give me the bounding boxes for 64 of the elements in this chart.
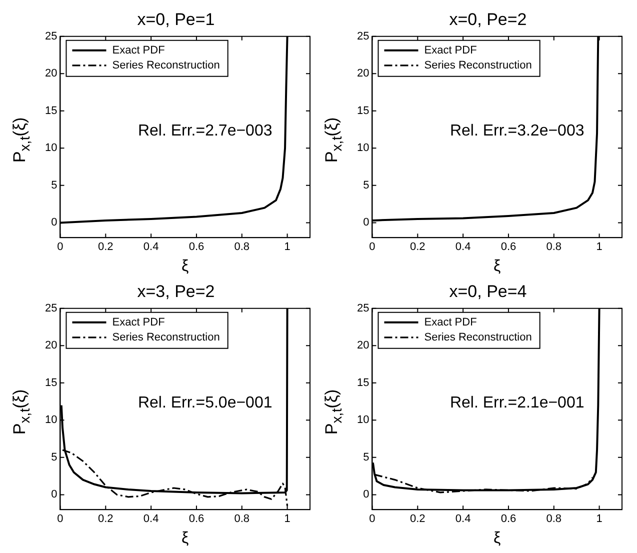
- y-tick-label: 5: [363, 451, 370, 464]
- y-tick-label: 10: [44, 142, 58, 154]
- y-tick-label: 0: [51, 216, 58, 229]
- x-tick-label: 1: [284, 513, 290, 526]
- y-tick-label: 25: [44, 302, 58, 314]
- y-tick-label: 25: [356, 302, 370, 314]
- y-tick-label: 15: [356, 104, 370, 117]
- x-tick-label: 0.4: [455, 513, 471, 526]
- x-tick-label: 0.6: [188, 513, 204, 526]
- y-tick-label: 20: [356, 68, 370, 80]
- y-tick-label: 0: [363, 488, 370, 501]
- x-tick-label: 0.8: [234, 513, 250, 526]
- x-tick-label: 0.6: [500, 241, 516, 254]
- x-tick-label: 0.2: [98, 513, 114, 526]
- y-tick-label: 10: [356, 142, 370, 154]
- legend-label: Series Reconstruction: [112, 331, 220, 344]
- annotation: Rel. Err.=2.7e−003: [138, 122, 272, 140]
- legend-label: Series Reconstruction: [424, 59, 532, 72]
- x-tick-label: 1: [596, 241, 602, 254]
- x-axis-title: ξ: [494, 530, 501, 547]
- x-tick-label: 0.2: [98, 241, 114, 254]
- y-tick-label: 25: [44, 30, 58, 42]
- y-tick-label: 5: [51, 179, 58, 192]
- chart-title: x=3, Pe=2: [137, 282, 215, 301]
- annotation: Rel. Err.=5.0e−001: [138, 394, 272, 412]
- x-tick-label: 1: [284, 241, 290, 254]
- y-tick-label: 10: [44, 414, 58, 426]
- x-tick-label: 0.2: [410, 241, 426, 254]
- y-tick-label: 20: [356, 340, 370, 352]
- chart-title: x=0, Pe=1: [137, 10, 215, 29]
- y-tick-label: 15: [44, 104, 58, 117]
- y-tick-label: 15: [44, 376, 58, 389]
- legend-label: Series Reconstruction: [424, 331, 532, 344]
- legend-label: Series Reconstruction: [112, 59, 220, 72]
- x-axis-title: ξ: [494, 258, 501, 275]
- legend-label: Exact PDF: [424, 316, 478, 328]
- chart-title: x=0, Pe=2: [449, 10, 527, 29]
- y-tick-label: 5: [51, 451, 58, 464]
- x-tick-label: 0.4: [143, 241, 159, 254]
- chart-title: x=0, Pe=4: [449, 282, 527, 301]
- x-tick-label: 0.4: [455, 241, 471, 254]
- legend-label: Exact PDF: [112, 44, 166, 56]
- y-tick-label: 15: [356, 376, 370, 389]
- x-tick-label: 0.8: [546, 513, 562, 526]
- x-tick-label: 0.8: [546, 241, 562, 254]
- legend-label: Exact PDF: [424, 44, 478, 56]
- x-tick-label: 0.2: [410, 513, 426, 526]
- y-tick-label: 20: [44, 68, 58, 80]
- x-tick-label: 0.8: [234, 241, 250, 254]
- x-tick-label: 1: [596, 513, 602, 526]
- y-tick-label: 25: [356, 30, 370, 42]
- y-tick-label: 10: [356, 414, 370, 426]
- x-tick-label: 0.6: [188, 241, 204, 254]
- y-tick-label: 5: [363, 179, 370, 192]
- y-tick-label: 0: [51, 488, 58, 501]
- annotation: Rel. Err.=3.2e−003: [450, 122, 584, 140]
- x-axis-title: ξ: [182, 258, 189, 275]
- y-tick-label: 20: [44, 340, 58, 352]
- x-tick-label: 0.4: [143, 513, 159, 526]
- legend-label: Exact PDF: [112, 316, 166, 328]
- annotation: Rel. Err.=2.1e−001: [450, 394, 584, 412]
- x-axis-title: ξ: [182, 530, 189, 547]
- x-tick-label: 0.6: [500, 513, 516, 526]
- y-tick-label: 0: [363, 216, 370, 229]
